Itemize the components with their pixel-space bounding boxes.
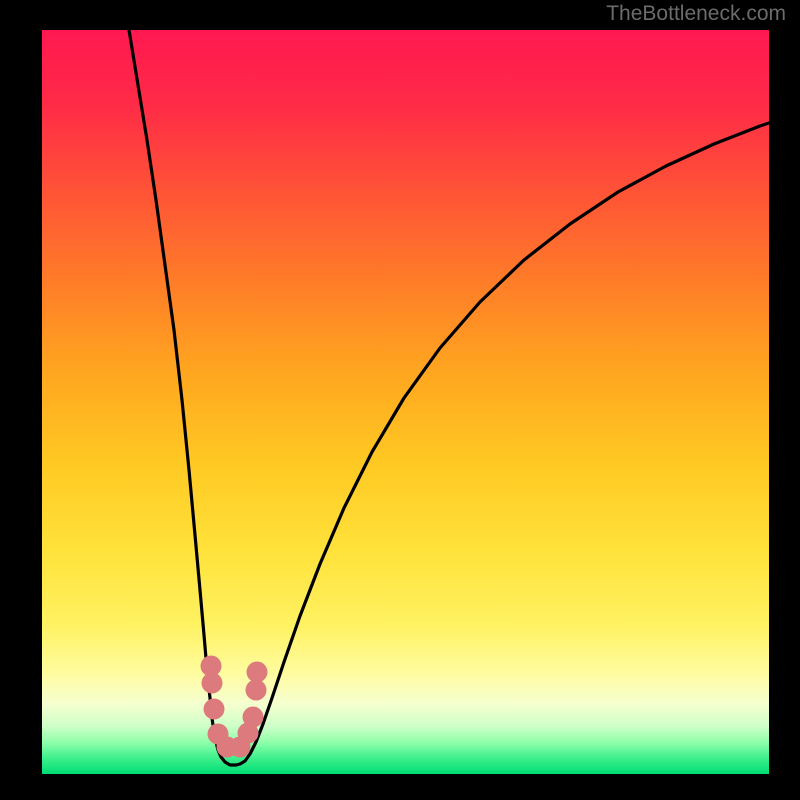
curve-layer bbox=[42, 30, 769, 774]
data-marker bbox=[204, 699, 225, 720]
left-curve bbox=[129, 30, 236, 765]
data-marker bbox=[243, 707, 264, 728]
data-marker bbox=[246, 680, 267, 701]
chart-root: TheBottleneck.com bbox=[0, 0, 800, 800]
plot-area bbox=[42, 30, 769, 774]
watermark-text: TheBottleneck.com bbox=[606, 2, 786, 26]
data-marker bbox=[247, 662, 268, 683]
right-curve bbox=[236, 123, 769, 765]
data-marker bbox=[202, 673, 223, 694]
